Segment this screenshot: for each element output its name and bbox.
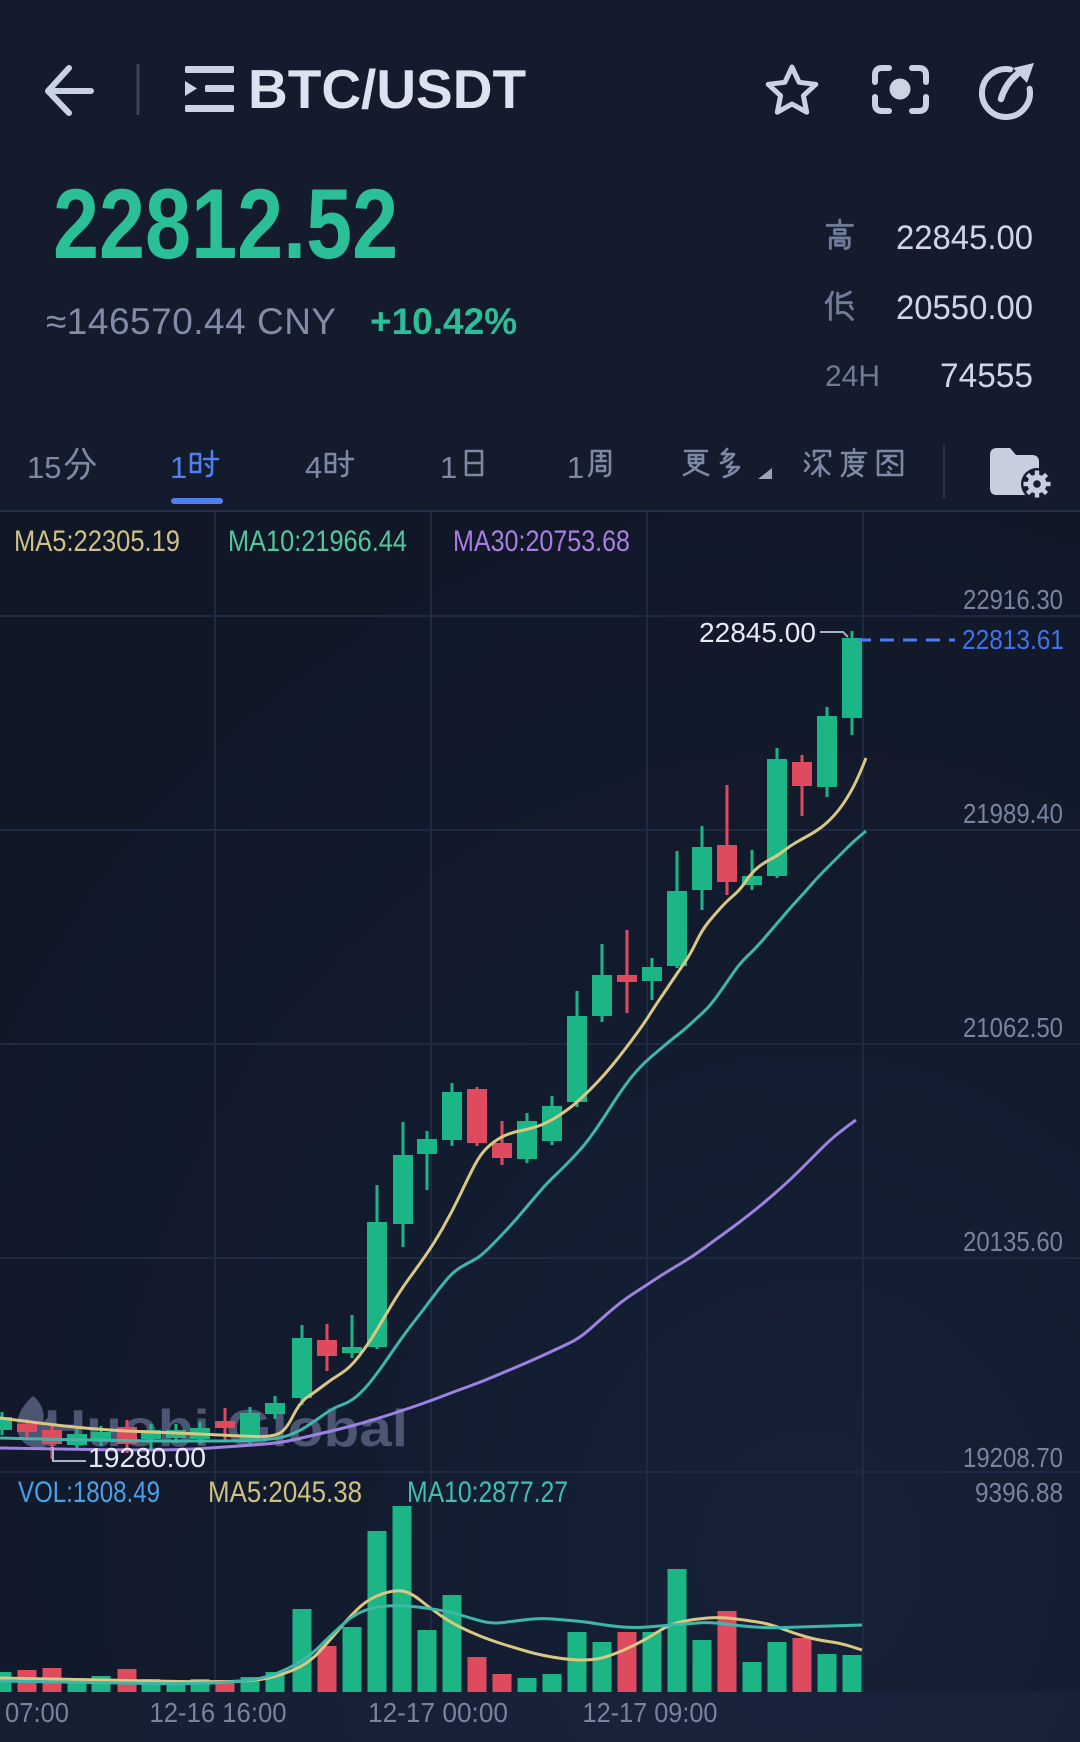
svg-text:12-17 09:00: 12-17 09:00 — [583, 1697, 718, 1728]
svg-text:VOL:1808.49: VOL:1808.49 — [18, 1476, 160, 1509]
svg-text:BTC/USDT: BTC/USDT — [248, 58, 526, 120]
svg-text:74555: 74555 — [940, 357, 1033, 395]
svg-text:19208.70: 19208.70 — [963, 1442, 1063, 1473]
svg-text:24H: 24H — [825, 360, 880, 393]
svg-text:4: 4 — [305, 450, 322, 485]
svg-text:1: 1 — [440, 450, 457, 485]
svg-text:MA30:20753.68: MA30:20753.68 — [453, 525, 630, 558]
svg-text:15: 15 — [27, 450, 61, 485]
svg-text:21062.50: 21062.50 — [963, 1012, 1063, 1043]
svg-text:12-17 00:00: 12-17 00:00 — [368, 1697, 508, 1728]
svg-text:1: 1 — [567, 450, 584, 485]
svg-text:20135.60: 20135.60 — [963, 1226, 1063, 1257]
svg-text:MA10:21966.44: MA10:21966.44 — [228, 525, 407, 558]
svg-text:MA5:2045.38: MA5:2045.38 — [208, 1476, 362, 1509]
svg-text:22845.00: 22845.00 — [699, 617, 816, 648]
svg-text:07:00: 07:00 — [5, 1697, 69, 1728]
svg-text:19280.00: 19280.00 — [88, 1442, 206, 1473]
svg-text:12-16 16:00: 12-16 16:00 — [150, 1697, 287, 1728]
svg-text:22845.00: 22845.00 — [896, 219, 1033, 257]
svg-text:MA10:2877.27: MA10:2877.27 — [407, 1476, 568, 1509]
svg-text:1: 1 — [170, 450, 187, 485]
svg-text:MA5:22305.19: MA5:22305.19 — [14, 525, 180, 558]
svg-text:9396.88: 9396.88 — [975, 1477, 1063, 1508]
svg-text:22813.61: 22813.61 — [962, 624, 1064, 655]
svg-text:22916.30: 22916.30 — [963, 584, 1063, 615]
svg-text:20550.00: 20550.00 — [896, 289, 1033, 327]
svg-text:21989.40: 21989.40 — [963, 798, 1063, 829]
